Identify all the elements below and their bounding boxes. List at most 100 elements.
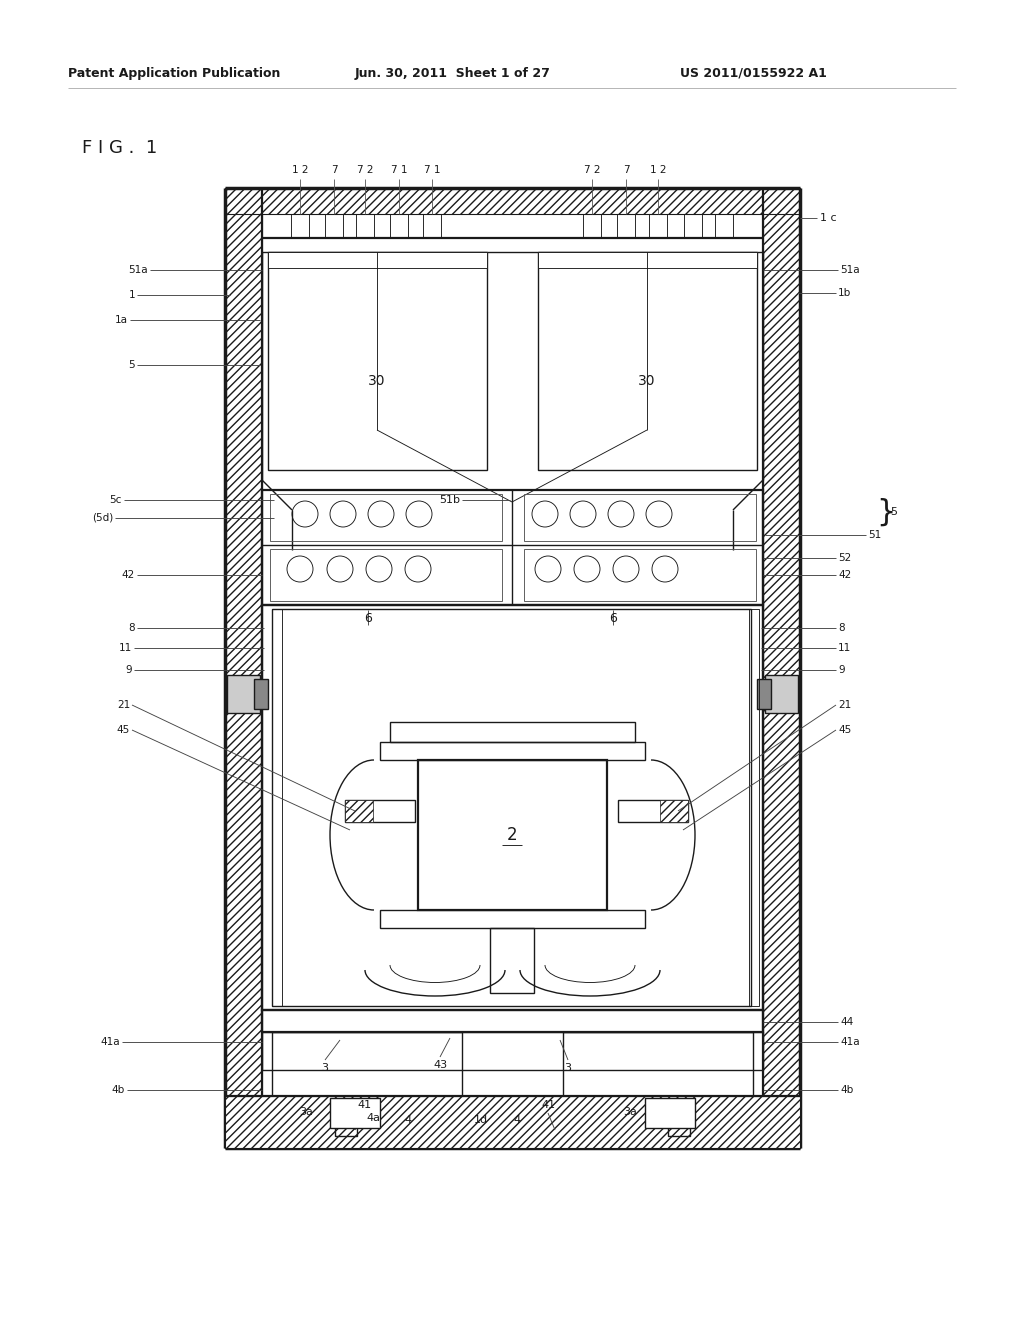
- Bar: [715, 214, 733, 238]
- Bar: [583, 214, 601, 238]
- Bar: [538, 252, 757, 268]
- Bar: [268, 252, 487, 470]
- Bar: [390, 722, 635, 742]
- Text: 41: 41: [357, 1100, 371, 1110]
- Text: 45: 45: [117, 725, 130, 735]
- Text: 1 2: 1 2: [650, 165, 667, 176]
- Text: 7 2: 7 2: [584, 165, 600, 176]
- Text: 5: 5: [128, 360, 135, 370]
- Bar: [225, 1096, 800, 1148]
- Text: 9: 9: [125, 665, 132, 675]
- Text: 30: 30: [369, 374, 386, 388]
- Text: 6: 6: [365, 611, 372, 624]
- Text: 5: 5: [890, 507, 897, 517]
- Text: 3a: 3a: [623, 1107, 637, 1117]
- Text: 4a: 4a: [366, 1113, 380, 1123]
- Text: Patent Application Publication: Patent Application Publication: [68, 66, 281, 79]
- Text: 51a: 51a: [128, 265, 148, 275]
- Text: 3: 3: [564, 1063, 571, 1073]
- Bar: [262, 1032, 763, 1071]
- Bar: [645, 1098, 695, 1129]
- Text: 51a: 51a: [840, 265, 859, 275]
- Bar: [270, 549, 502, 601]
- Text: 51: 51: [868, 531, 882, 540]
- Bar: [272, 609, 282, 1006]
- Bar: [325, 214, 343, 238]
- Text: 1 2: 1 2: [292, 165, 308, 176]
- Bar: [660, 800, 688, 822]
- Bar: [272, 1032, 462, 1097]
- Bar: [268, 252, 487, 268]
- Text: 7 1: 7 1: [424, 165, 440, 176]
- Text: 3: 3: [322, 1063, 329, 1073]
- Bar: [225, 1122, 800, 1148]
- Text: 41: 41: [541, 1100, 555, 1110]
- Text: 7 1: 7 1: [391, 165, 408, 176]
- Text: 45: 45: [838, 725, 851, 735]
- Bar: [524, 494, 756, 541]
- Bar: [225, 187, 800, 214]
- Text: 2: 2: [507, 826, 517, 843]
- Text: 3a: 3a: [299, 1107, 313, 1117]
- Text: (5d): (5d): [92, 513, 113, 523]
- Bar: [380, 909, 645, 928]
- Text: 4: 4: [404, 1115, 412, 1125]
- Bar: [684, 214, 702, 238]
- Text: Jun. 30, 2011  Sheet 1 of 27: Jun. 30, 2011 Sheet 1 of 27: [355, 66, 551, 79]
- Text: 4b: 4b: [112, 1085, 125, 1096]
- Text: 8: 8: [128, 623, 135, 634]
- Bar: [749, 609, 759, 1006]
- Text: 11: 11: [838, 643, 851, 653]
- Text: 4b: 4b: [840, 1085, 853, 1096]
- Text: 7 2: 7 2: [356, 165, 374, 176]
- Bar: [345, 800, 415, 822]
- Text: 4: 4: [513, 1115, 520, 1125]
- Text: 44: 44: [840, 1016, 853, 1027]
- Bar: [330, 1098, 380, 1129]
- Text: }: }: [876, 498, 895, 527]
- Bar: [272, 609, 751, 1006]
- Text: 7: 7: [623, 165, 630, 176]
- Bar: [563, 1032, 753, 1097]
- Bar: [668, 1119, 690, 1137]
- Bar: [380, 742, 645, 760]
- Bar: [262, 605, 763, 1010]
- Text: 21: 21: [838, 700, 851, 710]
- Text: US 2011/0155922 A1: US 2011/0155922 A1: [680, 66, 826, 79]
- Bar: [356, 214, 374, 238]
- Text: 30: 30: [638, 374, 655, 388]
- Text: 51b: 51b: [439, 495, 460, 506]
- Bar: [524, 549, 756, 601]
- Text: 41a: 41a: [100, 1038, 120, 1047]
- Bar: [618, 800, 688, 822]
- Bar: [757, 678, 771, 709]
- Bar: [763, 187, 800, 1148]
- Text: 6: 6: [609, 611, 616, 624]
- Text: 1a: 1a: [115, 315, 128, 325]
- Text: 8: 8: [838, 623, 845, 634]
- Bar: [262, 1010, 763, 1032]
- Bar: [390, 214, 408, 238]
- Bar: [262, 490, 763, 605]
- Bar: [254, 678, 268, 709]
- Text: 9: 9: [838, 665, 845, 675]
- Bar: [291, 214, 309, 238]
- Bar: [345, 800, 373, 822]
- Text: 43: 43: [433, 1060, 447, 1071]
- Text: 1 c: 1 c: [820, 213, 837, 223]
- Bar: [765, 675, 798, 713]
- Text: 1b: 1b: [838, 288, 851, 298]
- Text: 5c: 5c: [110, 495, 122, 506]
- Bar: [649, 214, 667, 238]
- Bar: [335, 1119, 357, 1137]
- Text: 11: 11: [119, 643, 132, 653]
- Text: 21: 21: [117, 700, 130, 710]
- Text: 1d: 1d: [474, 1115, 488, 1125]
- Text: 42: 42: [838, 570, 851, 579]
- Bar: [227, 675, 260, 713]
- Text: 1: 1: [128, 290, 135, 300]
- Bar: [225, 187, 262, 1148]
- Text: 41a: 41a: [840, 1038, 859, 1047]
- Text: 52: 52: [838, 553, 851, 564]
- Text: F I G .  1: F I G . 1: [82, 139, 158, 157]
